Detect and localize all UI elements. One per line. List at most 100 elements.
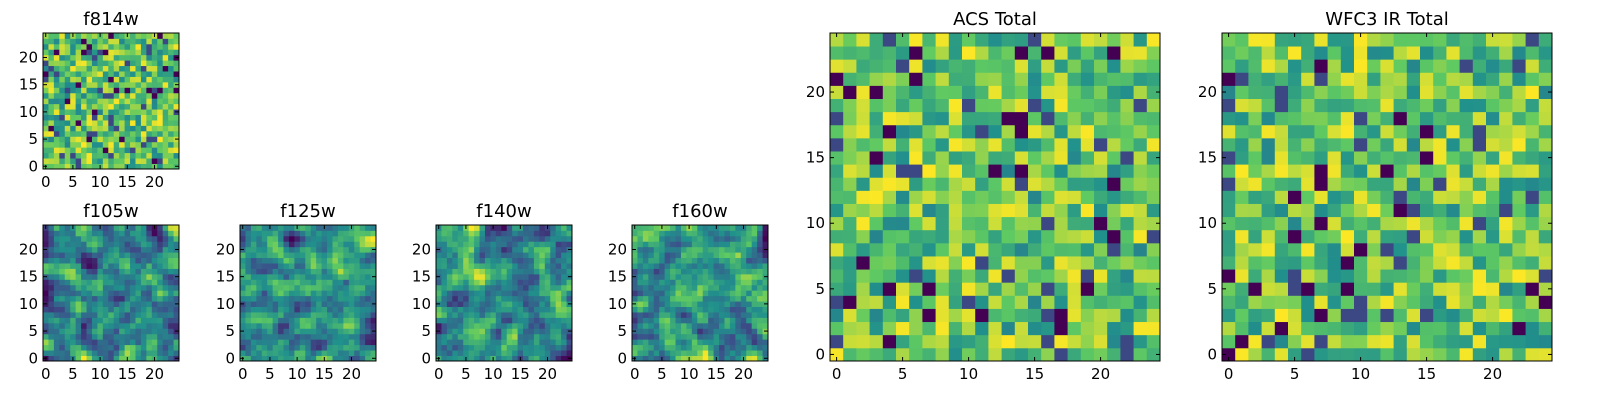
heatmap-cell bbox=[533, 230, 540, 237]
heatmap-cell bbox=[1222, 321, 1236, 336]
heatmap-cell bbox=[113, 344, 120, 351]
panel-title: f105w bbox=[83, 201, 138, 222]
heatmap-cell bbox=[550, 273, 557, 280]
heatmap-cell bbox=[1486, 242, 1500, 257]
heatmap-cell bbox=[1340, 269, 1355, 283]
heatmap-cell bbox=[1340, 124, 1355, 139]
heatmap-cell bbox=[1248, 46, 1262, 60]
heatmap-cell bbox=[1340, 216, 1355, 231]
heatmap-cell bbox=[288, 344, 295, 351]
heatmap-cell bbox=[151, 322, 158, 329]
heatmap-cell bbox=[479, 235, 486, 242]
heatmap-cell bbox=[1054, 282, 1068, 296]
heatmap-cell bbox=[70, 120, 77, 126]
heatmap-cell bbox=[370, 252, 377, 259]
heatmap-cell bbox=[550, 317, 557, 324]
heatmap-cell bbox=[1235, 151, 1249, 165]
heatmap-cell bbox=[130, 344, 136, 351]
heatmap-cell bbox=[130, 339, 136, 346]
heatmap-cell bbox=[746, 284, 753, 291]
heatmap-cell bbox=[146, 333, 153, 340]
heatmap-cell bbox=[43, 279, 49, 286]
heatmap-cell bbox=[53, 98, 60, 105]
heatmap-cell bbox=[708, 344, 714, 351]
heatmap-cell bbox=[168, 306, 174, 313]
heatmap-cell bbox=[1107, 124, 1121, 139]
heatmap-cell bbox=[1314, 164, 1328, 178]
heatmap-cell bbox=[882, 85, 897, 99]
heatmap-cell bbox=[1094, 177, 1108, 191]
heatmap-cell bbox=[523, 252, 529, 259]
heatmap-cell bbox=[1094, 151, 1108, 165]
heatmap-cell bbox=[321, 235, 328, 242]
heatmap-cell bbox=[713, 279, 720, 286]
heatmap-cell bbox=[490, 328, 497, 335]
heatmap-cell bbox=[757, 317, 763, 324]
heatmap-cell bbox=[708, 301, 714, 307]
heatmap-cell bbox=[719, 328, 725, 335]
heatmap-cell bbox=[1235, 33, 1249, 47]
heatmap-cell bbox=[653, 284, 660, 291]
x-tick-label: 20 bbox=[538, 365, 557, 383]
heatmap-cell bbox=[151, 230, 158, 237]
heatmap-cell bbox=[64, 284, 71, 291]
heatmap-cell bbox=[48, 252, 55, 259]
heatmap-cell bbox=[278, 290, 284, 297]
heatmap-cell bbox=[463, 339, 470, 346]
heatmap-cell bbox=[1133, 229, 1148, 244]
heatmap-cell bbox=[168, 71, 174, 77]
heatmap-cell bbox=[1486, 85, 1500, 99]
heatmap-cell bbox=[648, 241, 655, 248]
heatmap-cell bbox=[1120, 334, 1134, 349]
heatmap-cell bbox=[1288, 203, 1302, 218]
heatmap-cell bbox=[321, 284, 328, 291]
heatmap-cell bbox=[1433, 308, 1447, 323]
heatmap-cell bbox=[648, 230, 655, 237]
heatmap-cell bbox=[479, 268, 486, 275]
heatmap-cell bbox=[113, 301, 120, 307]
heatmap-cell bbox=[642, 317, 649, 324]
x-tick-label: 10 bbox=[680, 365, 699, 383]
heatmap-cell bbox=[70, 43, 77, 50]
heatmap-cell bbox=[59, 290, 66, 297]
heatmap-cell bbox=[102, 141, 109, 148]
heatmap-cell bbox=[474, 241, 480, 248]
heatmap-cell bbox=[729, 241, 736, 248]
heatmap-cell bbox=[452, 306, 459, 313]
heatmap-cell bbox=[528, 290, 535, 297]
heatmap-cell bbox=[1248, 190, 1262, 204]
heatmap-cell bbox=[1393, 164, 1408, 178]
heatmap-cell bbox=[632, 295, 638, 302]
heatmap-cell bbox=[724, 339, 731, 346]
heatmap-cell bbox=[343, 284, 350, 291]
heatmap-cell bbox=[1472, 229, 1487, 244]
heatmap-cell bbox=[283, 355, 290, 362]
heatmap-cell bbox=[697, 241, 704, 248]
heatmap-cell bbox=[75, 252, 82, 259]
heatmap-cell bbox=[256, 246, 263, 253]
heatmap-cell bbox=[140, 312, 147, 318]
heatmap-cell bbox=[762, 257, 769, 264]
heatmap-cell bbox=[157, 109, 164, 115]
heatmap-cell bbox=[1354, 59, 1368, 73]
heatmap-cell bbox=[1512, 59, 1526, 73]
heatmap-cell bbox=[75, 312, 82, 318]
heatmap-cell bbox=[43, 268, 49, 275]
heatmap-cell bbox=[53, 33, 60, 39]
heatmap-cell bbox=[240, 350, 246, 356]
heatmap-cell bbox=[1512, 203, 1526, 218]
heatmap-cell bbox=[53, 328, 60, 335]
heatmap-cell bbox=[1001, 347, 1016, 362]
heatmap-cell bbox=[1499, 85, 1513, 99]
heatmap-cell bbox=[256, 225, 263, 231]
heatmap-cell bbox=[113, 81, 120, 88]
heatmap-cell bbox=[283, 257, 290, 264]
heatmap-cell bbox=[108, 49, 115, 56]
heatmap-cell bbox=[1146, 46, 1161, 60]
heatmap-cell bbox=[86, 246, 93, 253]
heatmap-cell bbox=[544, 284, 551, 291]
heatmap-cell bbox=[86, 33, 93, 39]
heatmap-cell bbox=[452, 295, 459, 302]
heatmap-cell bbox=[463, 284, 470, 291]
heatmap-cell bbox=[359, 257, 366, 264]
